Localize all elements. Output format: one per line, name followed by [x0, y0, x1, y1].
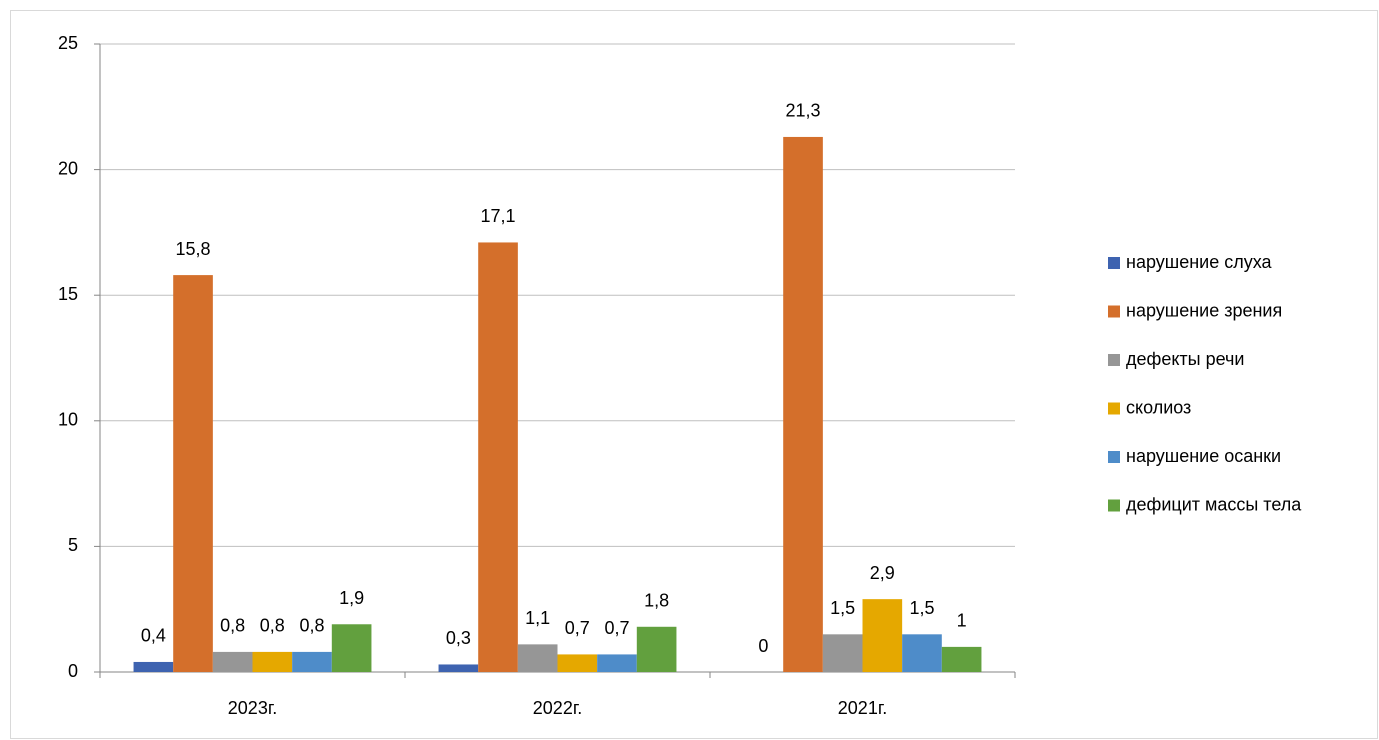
legend-label: нарушение слуха — [1126, 252, 1273, 272]
x-tick-label: 2022г. — [533, 698, 582, 718]
legend-label: нарушение осанки — [1126, 446, 1281, 466]
data-label: 0,3 — [446, 628, 471, 648]
y-tick-label: 5 — [68, 535, 78, 555]
data-label: 1,1 — [525, 608, 550, 628]
bar — [862, 599, 903, 672]
legend-label: сколиоз — [1126, 397, 1191, 417]
bar — [331, 624, 372, 672]
legend-label: нарушение зрения — [1126, 300, 1282, 320]
data-label: 17,1 — [481, 206, 516, 226]
y-tick-label: 25 — [58, 33, 78, 53]
chart-frame — [10, 10, 1378, 739]
bar — [941, 646, 982, 672]
x-tick-label: 2021г. — [838, 698, 887, 718]
y-tick-label: 0 — [68, 661, 78, 681]
data-label: 1,5 — [909, 598, 934, 618]
data-label: 21,3 — [786, 101, 821, 121]
legend-swatch — [1108, 499, 1120, 512]
legend-label: дефекты речи — [1126, 349, 1244, 369]
y-tick-label: 15 — [58, 284, 78, 304]
x-tick-label: 2023г. — [228, 698, 277, 718]
bar — [636, 626, 677, 672]
bar — [438, 664, 479, 672]
legend-swatch — [1108, 451, 1120, 463]
bar — [902, 634, 942, 672]
legend-swatch — [1108, 305, 1120, 318]
data-label: 1 — [957, 611, 967, 631]
bar — [173, 275, 213, 672]
data-label: 1,8 — [644, 591, 669, 611]
bar — [822, 634, 863, 672]
y-tick-label: 20 — [58, 158, 78, 178]
bar — [478, 242, 518, 672]
data-label: 1,5 — [830, 598, 855, 618]
bar — [783, 136, 823, 673]
legend-label: дефицит массы тела — [1126, 494, 1302, 514]
y-tick-label: 10 — [58, 410, 78, 430]
data-label: 0,8 — [220, 616, 245, 636]
bar — [517, 644, 558, 672]
data-label: 15,8 — [176, 239, 211, 259]
data-label: 0,7 — [565, 618, 590, 638]
bar — [597, 654, 637, 672]
data-label: 0 — [758, 636, 768, 656]
data-label: 1,9 — [339, 588, 364, 608]
bar — [557, 654, 598, 672]
data-label: 0,7 — [604, 618, 629, 638]
bar — [133, 661, 174, 672]
data-label: 0,8 — [260, 616, 285, 636]
data-label: 0,8 — [299, 616, 324, 636]
data-label: 0,4 — [141, 626, 166, 646]
bar — [252, 651, 293, 672]
bar — [212, 651, 253, 672]
legend-swatch — [1108, 354, 1120, 366]
data-label: 2,9 — [870, 563, 895, 583]
legend-swatch — [1108, 257, 1120, 269]
bar — [292, 651, 332, 672]
legend-swatch — [1108, 402, 1120, 415]
